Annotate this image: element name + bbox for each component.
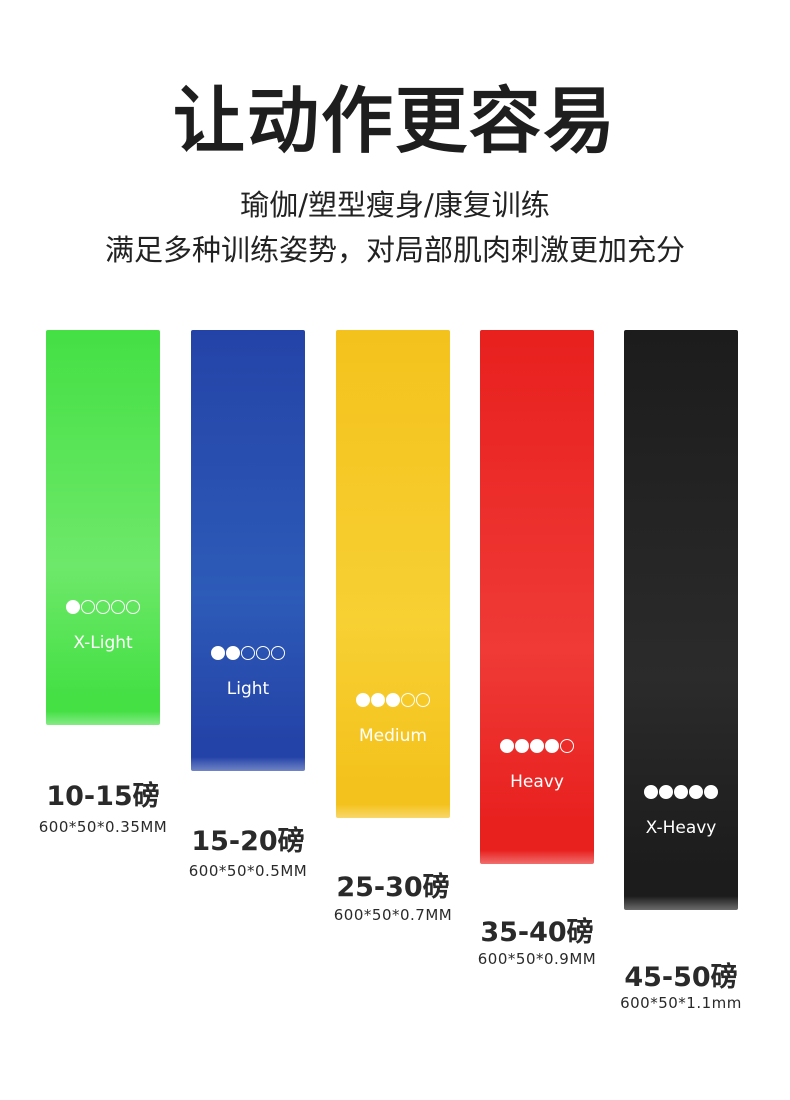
empty-circle-icon <box>560 738 574 753</box>
empty-circle-icon <box>271 646 285 661</box>
empty-circle-icon <box>126 600 140 614</box>
band-weight: 45-50磅 <box>624 962 738 994</box>
resistance-band-light: Light <box>191 330 305 772</box>
band-level-label: Light <box>226 679 270 700</box>
band-weight: 25-30磅 <box>336 871 450 903</box>
band-weight: 35-40磅 <box>480 917 594 949</box>
band-dimensions: 600*50*0.5MM <box>188 861 308 880</box>
empty-circle-icon <box>111 600 125 614</box>
band-level-label: X-Heavy <box>645 818 717 839</box>
band-dimensions: 600*50*0.35MM <box>38 818 168 836</box>
band-weight: 10-15磅 <box>46 781 160 812</box>
page-title: 让动作更容易 <box>172 79 617 163</box>
band-level-label: Heavy <box>510 771 564 792</box>
filled-circle-icon <box>371 692 385 707</box>
resistance-band-x-heavy: X-Heavy <box>624 330 738 911</box>
empty-circle-icon <box>256 646 270 661</box>
filled-circle-icon <box>659 785 673 800</box>
empty-circle-icon <box>401 692 415 707</box>
resistance-band-medium: Medium <box>336 330 450 818</box>
filled-circle-icon <box>356 692 370 707</box>
level-indicator <box>191 646 305 661</box>
filled-circle-icon <box>66 600 80 614</box>
empty-circle-icon <box>241 646 255 661</box>
filled-circle-icon <box>674 785 688 800</box>
level-indicator <box>480 738 594 753</box>
empty-circle-icon <box>81 600 95 614</box>
level-indicator <box>46 600 160 614</box>
filled-circle-icon <box>704 785 718 800</box>
empty-circle-icon <box>96 600 110 614</box>
level-indicator <box>624 785 738 800</box>
filled-circle-icon <box>545 738 559 753</box>
empty-circle-icon <box>416 692 430 707</box>
filled-circle-icon <box>386 692 400 707</box>
filled-circle-icon <box>644 785 658 800</box>
subtitle-line-2: 满足多种训练姿势，对局部肌肉刺激更加充分 <box>104 233 685 267</box>
band-weight: 15-20磅 <box>191 826 305 858</box>
subtitle-line-1: 瑜伽/塑型瘦身/康复训练 <box>240 188 550 222</box>
band-dimensions: 600*50*1.1mm <box>620 993 742 1012</box>
band-level-label: X-Light <box>73 633 133 653</box>
band-dimensions: 600*50*0.9MM <box>477 949 597 968</box>
band-dimensions: 600*50*0.7MM <box>333 905 453 924</box>
filled-circle-icon <box>211 646 225 661</box>
level-indicator <box>336 692 450 707</box>
band-level-label: Medium <box>359 725 427 746</box>
filled-circle-icon <box>500 738 514 753</box>
filled-circle-icon <box>689 785 703 800</box>
resistance-band-x-light: X-Light <box>46 330 160 725</box>
filled-circle-icon <box>226 646 240 661</box>
filled-circle-icon <box>530 738 544 753</box>
filled-circle-icon <box>515 738 529 753</box>
resistance-band-heavy: Heavy <box>480 330 594 864</box>
